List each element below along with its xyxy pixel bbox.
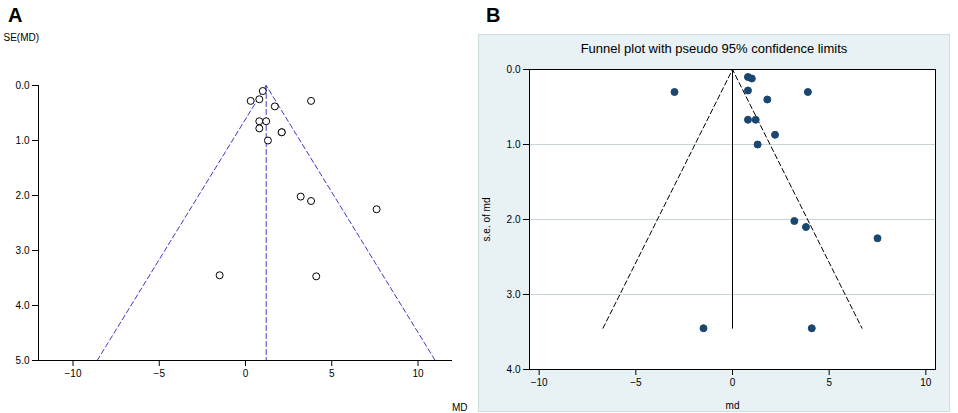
svg-text:4.0: 4.0 bbox=[507, 364, 521, 375]
html-text:A: A bbox=[8, 4, 23, 26]
html-text:B: B bbox=[486, 4, 501, 26]
svg-text:1.0: 1.0 bbox=[16, 135, 30, 146]
svg-text:5.0: 5.0 bbox=[16, 355, 30, 366]
svg-text:−10: −10 bbox=[531, 377, 548, 388]
svg-text:md: md bbox=[726, 400, 740, 411]
svg-text:−5: −5 bbox=[154, 368, 166, 379]
svg-text:5: 5 bbox=[826, 377, 832, 388]
svg-text:0.0: 0.0 bbox=[507, 64, 521, 75]
svg-text:MD: MD bbox=[452, 402, 468, 413]
svg-text:2.0: 2.0 bbox=[16, 190, 30, 201]
svg-text:10: 10 bbox=[412, 368, 424, 379]
svg-text:−5: −5 bbox=[630, 377, 642, 388]
svg-text:3.0: 3.0 bbox=[507, 289, 521, 300]
svg-text:SE(MD): SE(MD) bbox=[4, 32, 40, 43]
svg-text:10: 10 bbox=[920, 377, 932, 388]
svg-text:s.e. of md: s.e. of md bbox=[481, 198, 492, 242]
svg-text:4.0: 4.0 bbox=[16, 300, 30, 311]
svg-text:1.0: 1.0 bbox=[507, 139, 521, 150]
svg-text:3.0: 3.0 bbox=[16, 245, 30, 256]
svg-text:−10: −10 bbox=[65, 368, 82, 379]
svg-text:2.0: 2.0 bbox=[507, 214, 521, 225]
html-text:Funnel plot with pseudo 95% co: Funnel plot with pseudo 95% confidence l… bbox=[580, 41, 848, 56]
svg-text:5: 5 bbox=[329, 368, 335, 379]
svg-text:0: 0 bbox=[730, 377, 736, 388]
svg-text:0: 0 bbox=[243, 368, 249, 379]
svg-text:0.0: 0.0 bbox=[16, 80, 30, 91]
